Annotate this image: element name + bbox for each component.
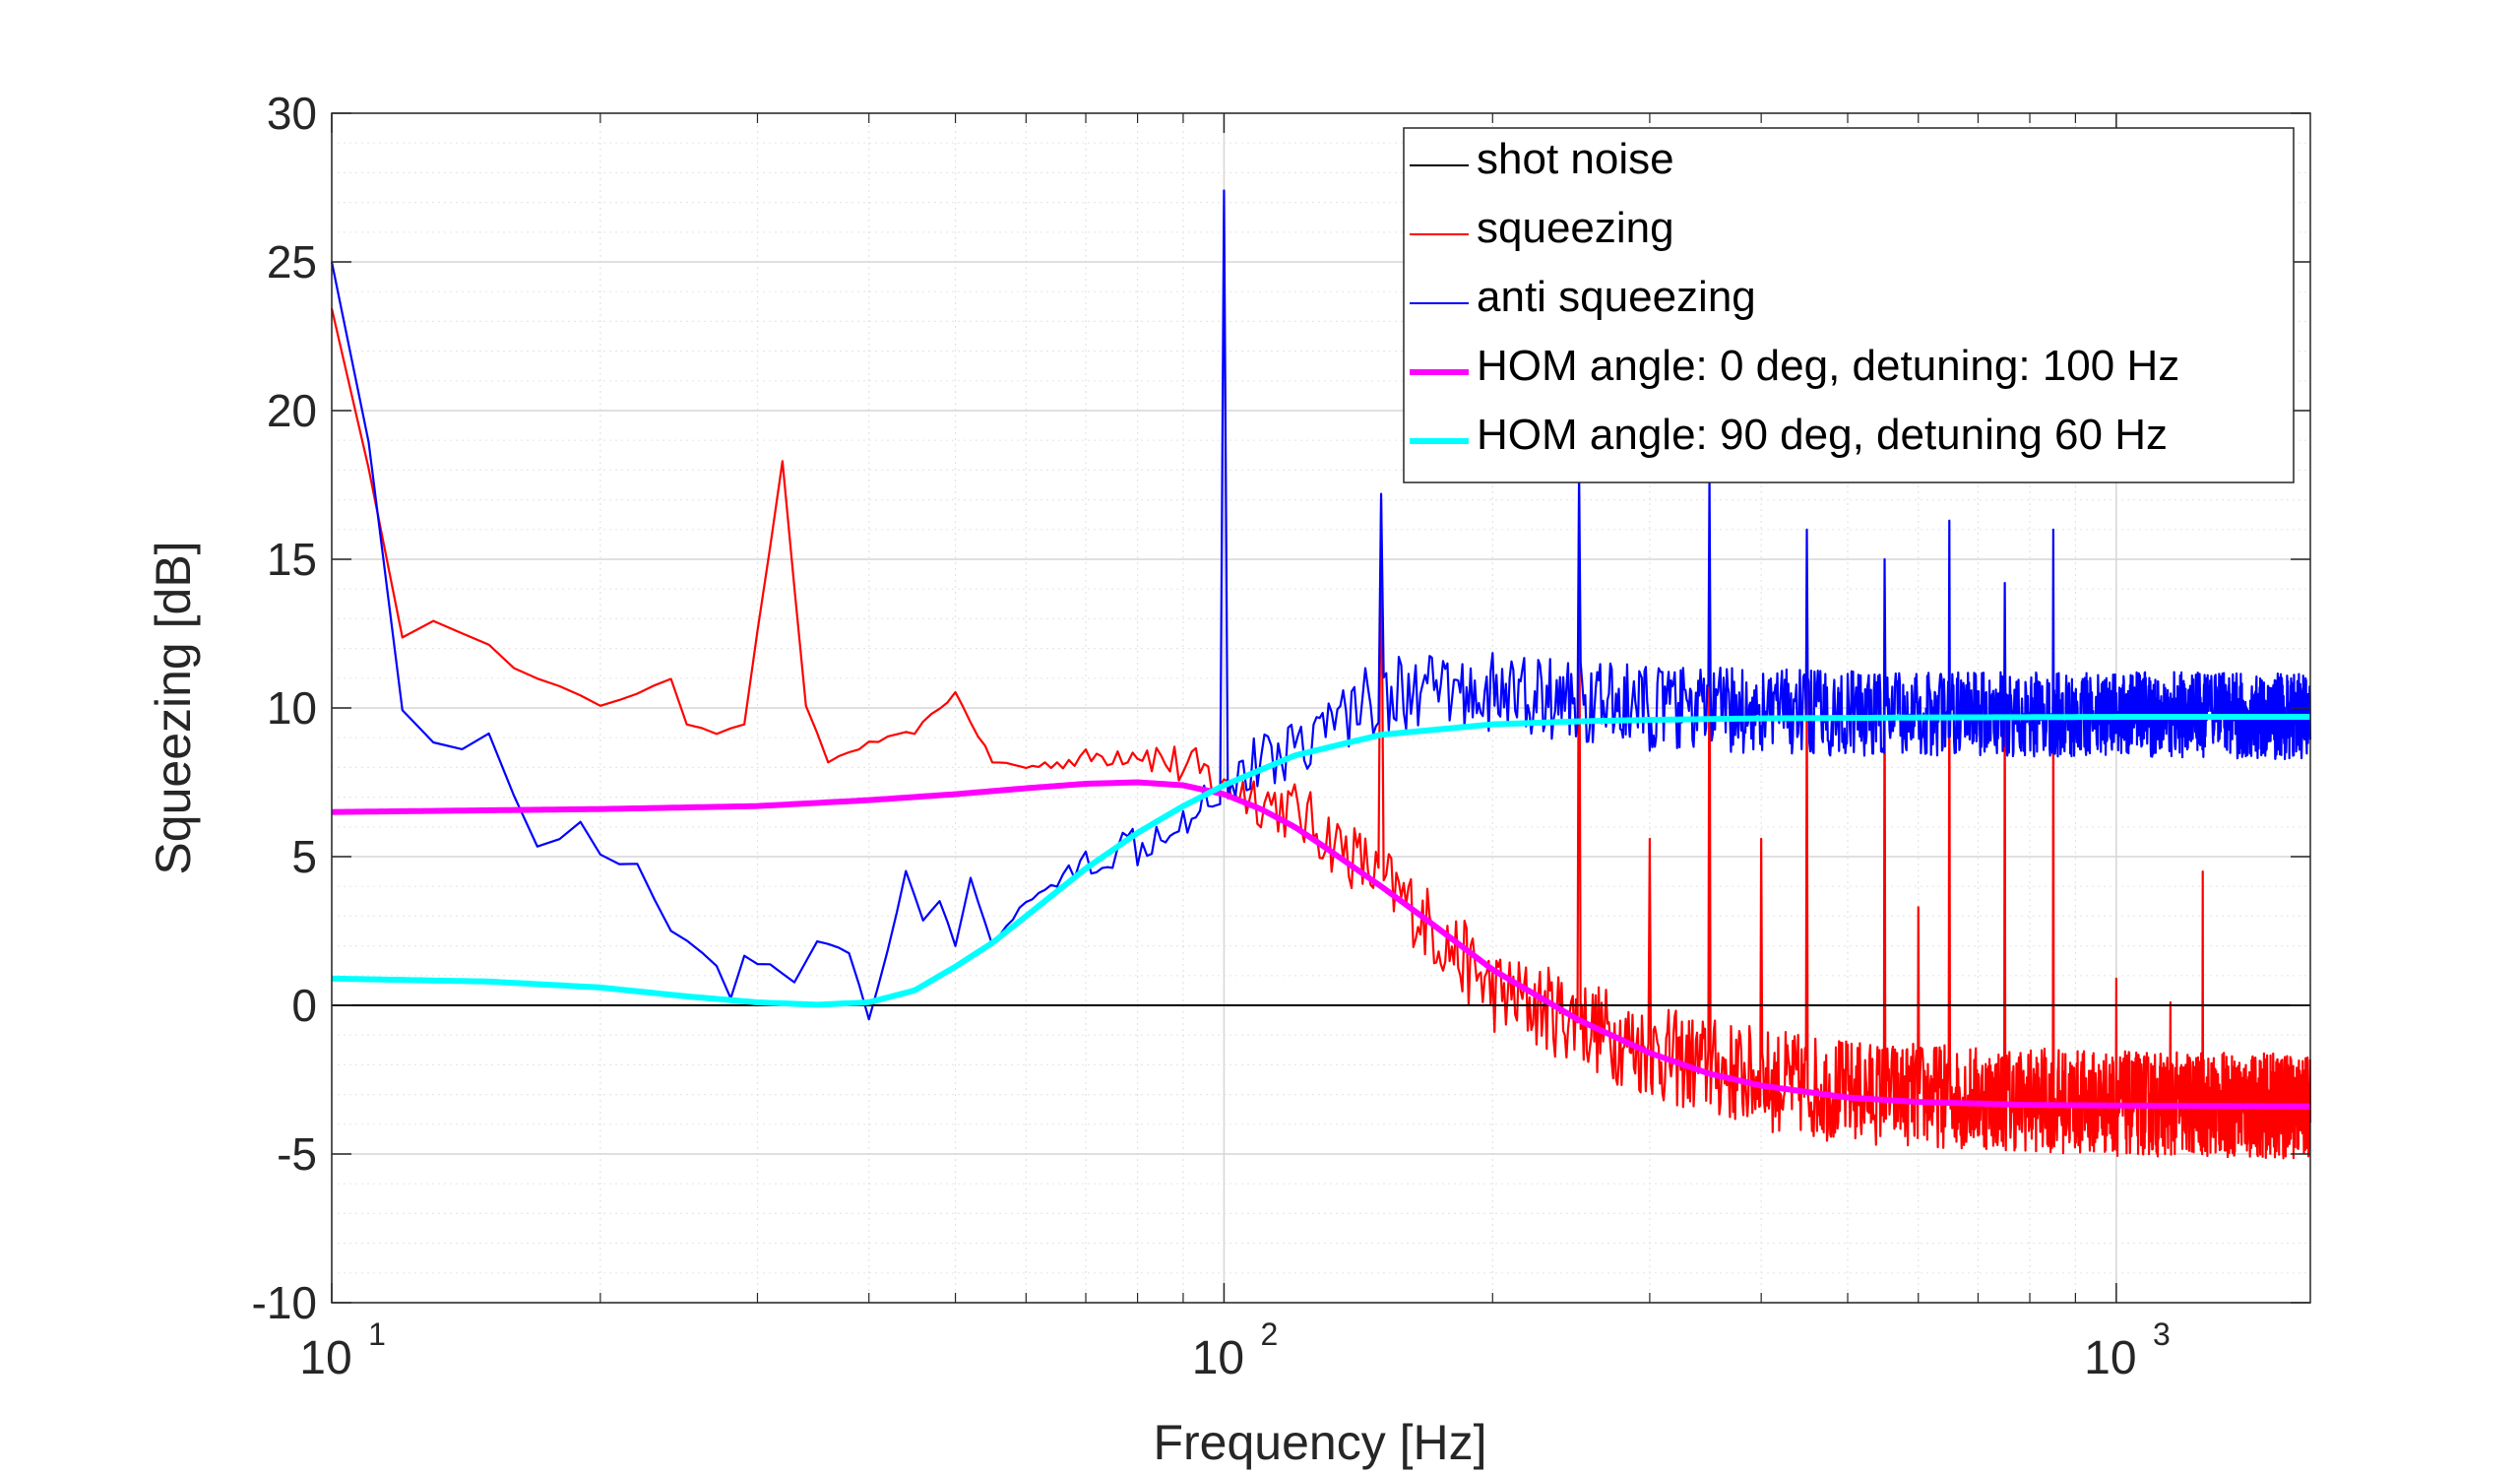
legend-label: anti squeezing bbox=[1477, 273, 1756, 321]
legend-label: HOM angle: 0 deg, detuning: 100 Hz bbox=[1477, 342, 2179, 390]
legend: shot noise squeezing anti squeezing HOM ang… bbox=[1403, 127, 2295, 483]
y-tick-label: 25 bbox=[267, 236, 317, 288]
legend-label: HOM angle: 90 deg, detuning 60 Hz bbox=[1477, 411, 2168, 459]
legend-box bbox=[1403, 127, 2295, 483]
series-line-hom-90deg bbox=[331, 714, 2310, 1008]
x-axis-title: Frequency [Hz] bbox=[1153, 1415, 1486, 1470]
x-tick-exponent: 1 bbox=[368, 1316, 386, 1352]
y-tick-label: -5 bbox=[277, 1128, 317, 1180]
x-tick-label: 10 bbox=[299, 1332, 351, 1384]
y-tick-label: 15 bbox=[267, 534, 317, 585]
series-line-hom-0deg bbox=[331, 779, 2311, 1110]
y-tick-label: 10 bbox=[267, 682, 317, 734]
legend-label: shot noise bbox=[1477, 135, 1674, 183]
series-layer bbox=[330, 189, 2312, 1160]
x-tick-label: 10 bbox=[1192, 1332, 1244, 1384]
legend-label: squeezing bbox=[1477, 204, 1674, 252]
tick-labels: -10 -5 0 5 10 15 20 25 30 10 1 10 2 10 3 bbox=[252, 88, 2171, 1384]
x-tick-exponent: 3 bbox=[2153, 1316, 2171, 1352]
y-tick-label: 20 bbox=[267, 385, 317, 436]
ticks bbox=[331, 112, 2310, 1304]
x-tick-label: 10 bbox=[2084, 1332, 2136, 1384]
x-tick-exponent: 2 bbox=[1261, 1316, 1279, 1352]
y-tick-label: -10 bbox=[252, 1277, 317, 1328]
series-line-squeezing bbox=[330, 308, 2312, 1160]
series-line-anti-squeezing bbox=[330, 189, 2312, 1021]
y-tick-label: 30 bbox=[267, 88, 317, 139]
y-tick-label: 0 bbox=[291, 980, 317, 1031]
y-axis-title: Squeezing [dB] bbox=[146, 541, 201, 874]
y-tick-label: 5 bbox=[291, 831, 317, 882]
